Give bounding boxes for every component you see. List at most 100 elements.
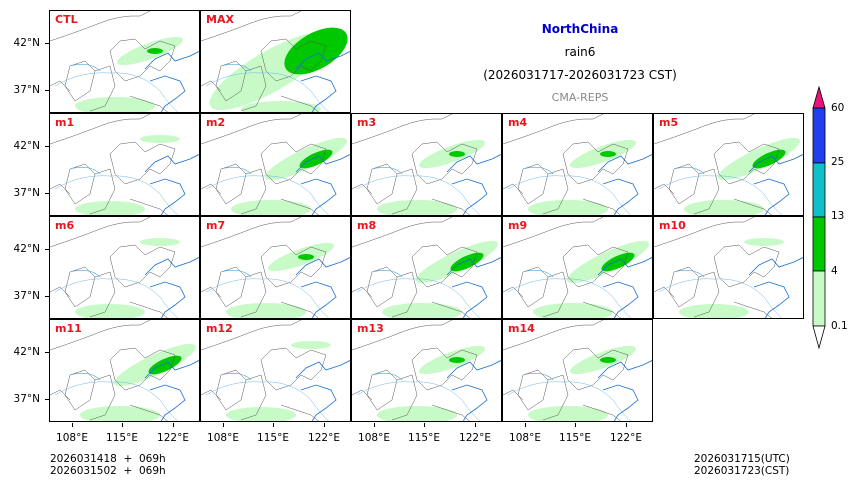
x-tick-label: 108°E — [358, 432, 390, 444]
x-tick-mark — [475, 423, 476, 427]
panel-label: m3 — [357, 116, 377, 129]
x-tick-label: 115°E — [257, 432, 289, 444]
panel-label: m9 — [508, 219, 528, 232]
y-tick-mark — [45, 43, 49, 44]
map-svg — [503, 217, 652, 318]
map-svg — [654, 114, 803, 215]
valid-time-utc: 2026031715(UTC) — [694, 453, 790, 465]
x-tick-mark — [273, 423, 274, 427]
map-panel-m12: m12 — [200, 319, 351, 422]
panel-label: m10 — [659, 219, 686, 232]
x-tick-label: 115°E — [408, 432, 440, 444]
y-tick-label: 42°N — [13, 346, 40, 358]
map-panel-m9: m9 — [502, 216, 653, 319]
map-svg — [352, 320, 501, 421]
map-svg — [50, 320, 199, 421]
x-tick-label: 108°E — [509, 432, 541, 444]
panel-label: m1 — [55, 116, 75, 129]
x-tick-mark — [122, 423, 123, 427]
x-tick-mark — [374, 423, 375, 427]
x-tick-label: 108°E — [56, 432, 88, 444]
map-panel-ctl: CTL — [49, 10, 200, 113]
map-panel-m14: m14 — [502, 319, 653, 422]
x-tick-mark — [575, 423, 576, 427]
map-svg — [352, 114, 501, 215]
panel-label: m13 — [357, 322, 384, 335]
panel-label: m8 — [357, 219, 377, 232]
panel-label: m14 — [508, 322, 535, 335]
map-svg — [654, 217, 803, 318]
colorbar-label-13: 13 — [831, 210, 845, 222]
y-tick-label: 42°N — [13, 140, 40, 152]
y-tick-label: 37°N — [13, 393, 40, 405]
x-tick-mark — [525, 423, 526, 427]
y-tick-mark — [45, 296, 49, 297]
y-tick-mark — [45, 399, 49, 400]
panel-label: MAX — [206, 13, 234, 26]
map-svg — [50, 11, 199, 112]
y-tick-label: 37°N — [13, 84, 40, 96]
y-tick-label: 42°N — [13, 243, 40, 255]
map-svg — [201, 11, 350, 112]
y-tick-mark — [45, 193, 49, 194]
map-svg — [201, 320, 350, 421]
x-tick-label: 122°E — [308, 432, 340, 444]
y-tick-mark — [45, 146, 49, 147]
map-svg — [201, 217, 350, 318]
valid-time-cst: 2026031723(CST) — [694, 465, 790, 477]
map-panel-m13: m13 — [351, 319, 502, 422]
x-tick-label: 122°E — [610, 432, 642, 444]
map-panel-m5: m5 — [653, 113, 804, 216]
init-time-1: 2026031418 + 069h — [50, 453, 166, 465]
model-title: CMA-REPS — [551, 91, 609, 104]
map-panel-m1: m1 — [49, 113, 200, 216]
y-tick-mark — [45, 352, 49, 353]
map-svg — [503, 114, 652, 215]
map-panel-m8: m8 — [351, 216, 502, 319]
map-panel-m11: m11 — [49, 319, 200, 422]
y-tick-label: 37°N — [13, 290, 40, 302]
y-tick-label: 42°N — [13, 37, 40, 49]
x-tick-mark — [626, 423, 627, 427]
y-tick-mark — [45, 90, 49, 91]
map-panel-m6: m6 — [49, 216, 200, 319]
colorbar-label-25: 25 — [831, 156, 845, 168]
period-title: (2026031717-2026031723 CST) — [483, 68, 677, 82]
map-svg — [201, 114, 350, 215]
x-tick-label: 115°E — [106, 432, 138, 444]
x-tick-label: 108°E — [207, 432, 239, 444]
colorbar-label-0.1: 0.1 — [831, 320, 848, 332]
x-tick-mark — [424, 423, 425, 427]
panel-label: m6 — [55, 219, 75, 232]
map-svg — [50, 114, 199, 215]
panel-label: m11 — [55, 322, 82, 335]
panel-label: m2 — [206, 116, 226, 129]
y-tick-mark — [45, 249, 49, 250]
x-tick-label: 122°E — [157, 432, 189, 444]
map-panel-m10: m10 — [653, 216, 804, 319]
x-tick-mark — [223, 423, 224, 427]
map-svg — [50, 217, 199, 318]
panel-label: m7 — [206, 219, 226, 232]
panel-label: m5 — [659, 116, 679, 129]
colorbar-label-60: 60 — [831, 102, 845, 114]
y-tick-label: 37°N — [13, 187, 40, 199]
x-tick-mark — [72, 423, 73, 427]
panel-label: CTL — [55, 13, 78, 26]
x-tick-mark — [324, 423, 325, 427]
panel-label: m4 — [508, 116, 528, 129]
map-panel-m7: m7 — [200, 216, 351, 319]
panel-label: m12 — [206, 322, 233, 335]
variable-title: rain6 — [564, 45, 596, 59]
map-svg — [503, 320, 652, 421]
x-tick-mark — [173, 423, 174, 427]
map-panel-m4: m4 — [502, 113, 653, 216]
colorbar-svg — [812, 85, 826, 350]
x-tick-label: 115°E — [559, 432, 591, 444]
map-panel-max: MAX — [200, 10, 351, 113]
map-svg — [352, 217, 501, 318]
colorbar — [808, 84, 830, 354]
map-panel-m3: m3 — [351, 113, 502, 216]
map-panel-m2: m2 — [200, 113, 351, 216]
init-time-2: 2026031502 + 069h — [50, 465, 166, 477]
